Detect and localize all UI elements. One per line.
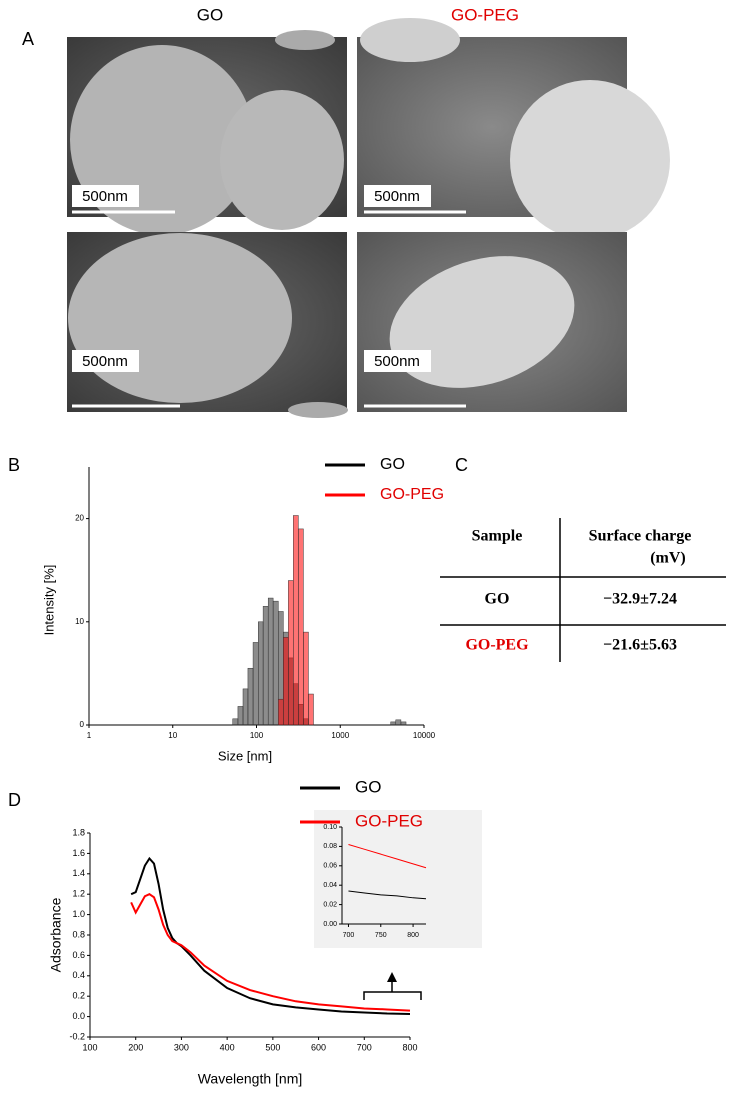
histogram-bar <box>262 606 269 726</box>
histogram-bar <box>278 698 284 726</box>
legend-label: GO-PEG <box>380 486 444 503</box>
scale-bar-label: 500nm <box>82 353 128 370</box>
histogram-bar <box>288 580 294 726</box>
x-tick-label: 500 <box>265 1042 280 1052</box>
y-tick-label: 1.6 <box>72 848 85 858</box>
table: Sample Surface charge (mV) GO −32.9±7.24… <box>440 518 726 662</box>
scale-bar-label: 500nm <box>374 188 420 205</box>
table-header: (mV) <box>650 550 686 567</box>
table-header: Surface charge <box>589 528 692 545</box>
y-tick-label: 0.08 <box>323 843 337 850</box>
panel-label: C <box>455 455 468 475</box>
table-cell: GO <box>485 591 510 608</box>
y-tick-label: 1.0 <box>72 909 85 919</box>
y-tick-label: 0.10 <box>323 824 337 831</box>
table-cell: GO-PEG <box>465 637 529 654</box>
histogram-bar <box>232 718 239 726</box>
tem-image <box>357 232 627 412</box>
y-tick-label: 0.06 <box>323 863 337 870</box>
histogram-bar <box>395 719 402 726</box>
legend-label: GO <box>355 777 381 796</box>
y-tick-label: 0.00 <box>323 921 337 928</box>
scale-bar-label: 500nm <box>374 353 420 370</box>
y-tick-label: 10 <box>75 617 84 626</box>
y-tick-label: 0.4 <box>72 970 85 980</box>
histogram-bar <box>283 637 289 726</box>
data-line <box>348 890 427 900</box>
x-axis-label: Wavelength [nm] <box>198 1071 303 1087</box>
y-tick-label: 0.04 <box>323 882 337 889</box>
x-tick-label: 700 <box>357 1042 372 1052</box>
x-tick-label: 100 <box>82 1042 97 1052</box>
histogram-bar <box>237 706 244 726</box>
tem-image <box>67 30 347 235</box>
legend-label: GO-PEG <box>355 811 423 830</box>
y-tick-label: -0.2 <box>69 1031 85 1041</box>
x-tick-label: 400 <box>220 1042 235 1052</box>
y-tick-label: 1.4 <box>72 868 85 878</box>
panel-label: B <box>8 455 20 475</box>
x-tick-label: 800 <box>407 932 419 939</box>
y-tick-label: 20 <box>75 514 84 523</box>
x-tick-label: 100 <box>250 731 264 740</box>
x-tick-label: 750 <box>375 932 387 939</box>
x-tick-label: 800 <box>402 1042 417 1052</box>
histogram-bar <box>242 688 249 726</box>
inset-background <box>314 810 482 948</box>
histogram-bar <box>303 631 309 726</box>
y-tick-label: 0.02 <box>323 901 337 908</box>
table-header: Sample <box>472 528 523 545</box>
histogram-bar <box>258 621 264 726</box>
inset-bracket <box>363 991 422 1000</box>
y-tick-label: 0.8 <box>72 929 85 939</box>
histogram-bar <box>247 667 254 726</box>
histogram-bar <box>293 515 299 726</box>
x-tick-label: 600 <box>311 1042 326 1052</box>
y-axis-label: Adsorbance <box>48 897 64 972</box>
column-title: GO <box>197 5 223 24</box>
inset-arrow <box>387 972 397 982</box>
y-tick-label: 0 <box>80 720 85 729</box>
tem-image <box>67 232 348 418</box>
x-tick-label: 200 <box>128 1042 143 1052</box>
y-tick-label: 1.8 <box>72 827 85 837</box>
tem-image <box>357 18 670 240</box>
y-axis-label: Intensity [%] <box>41 565 56 636</box>
x-tick-label: 1000 <box>331 731 349 740</box>
x-tick-label: 300 <box>174 1042 189 1052</box>
table-cell: −32.9±7.24 <box>603 591 677 608</box>
data-line <box>348 843 427 869</box>
histogram-bar <box>390 721 397 726</box>
x-tick-label: 700 <box>343 932 355 939</box>
scale-bar-label: 500nm <box>82 188 128 205</box>
x-tick-label: 10000 <box>413 731 436 740</box>
y-tick-label: 0.0 <box>72 1011 85 1021</box>
table-cell: −21.6±5.63 <box>603 637 677 654</box>
histogram-bar <box>400 721 407 726</box>
legend-label: GO <box>380 456 405 473</box>
x-tick-label: 1 <box>87 731 92 740</box>
x-axis-label: Size [nm] <box>218 748 272 763</box>
y-tick-label: 1.2 <box>72 889 85 899</box>
panel-label: D <box>8 790 21 810</box>
y-tick-label: 0.6 <box>72 950 85 960</box>
data-line <box>130 893 411 1012</box>
panel-label: A <box>22 29 34 49</box>
histogram-bar <box>298 528 304 726</box>
histogram-bar <box>267 597 274 726</box>
histogram-bar <box>252 642 259 726</box>
y-tick-label: 0.2 <box>72 991 85 1001</box>
column-title: GO-PEG <box>451 5 519 24</box>
histogram-bar <box>308 693 314 726</box>
histogram-bar <box>272 600 279 726</box>
x-tick-label: 10 <box>168 731 177 740</box>
